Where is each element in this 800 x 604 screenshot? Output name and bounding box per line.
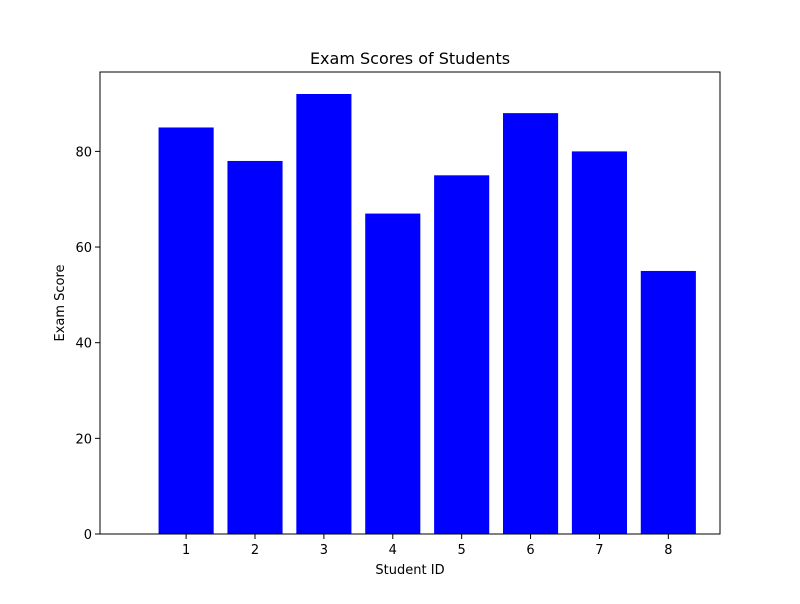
- y-tick-label: 60: [75, 241, 92, 256]
- x-tick-label: 3: [320, 543, 328, 558]
- bar-student-8: [640, 270, 696, 534]
- x-tick-label: 2: [251, 543, 259, 558]
- bar-student-6: [503, 113, 559, 534]
- y-ticks-group: 0 20 40 60 80: [75, 145, 100, 543]
- x-ticks-group: 1 2 3 4 5 6 7 8: [182, 534, 672, 558]
- x-tick-label: 5: [458, 543, 466, 558]
- bar-student-4: [365, 213, 421, 534]
- bar-student-3: [296, 94, 352, 534]
- plot-area-frame: [99, 71, 721, 535]
- x-tick-label: 8: [664, 543, 672, 558]
- y-axis-label: Exam Score: [53, 264, 68, 341]
- x-tick-label: 6: [526, 543, 534, 558]
- x-axis-label: Student ID: [375, 563, 444, 578]
- y-tick-label: 40: [75, 337, 92, 352]
- y-tick-label: 20: [75, 432, 92, 447]
- bar-student-7: [571, 151, 627, 535]
- y-tick-label: 0: [84, 528, 92, 543]
- x-tick-label: 4: [389, 543, 397, 558]
- x-tick-label: 7: [595, 543, 603, 558]
- x-tick-label: 1: [182, 543, 190, 558]
- y-tick-label: 80: [75, 145, 92, 160]
- chart-title: Exam Scores of Students: [310, 49, 510, 68]
- bar-student-1: [158, 127, 214, 534]
- bars-group: [158, 94, 696, 535]
- bar-student-5: [434, 175, 490, 534]
- bar-student-2: [227, 160, 283, 534]
